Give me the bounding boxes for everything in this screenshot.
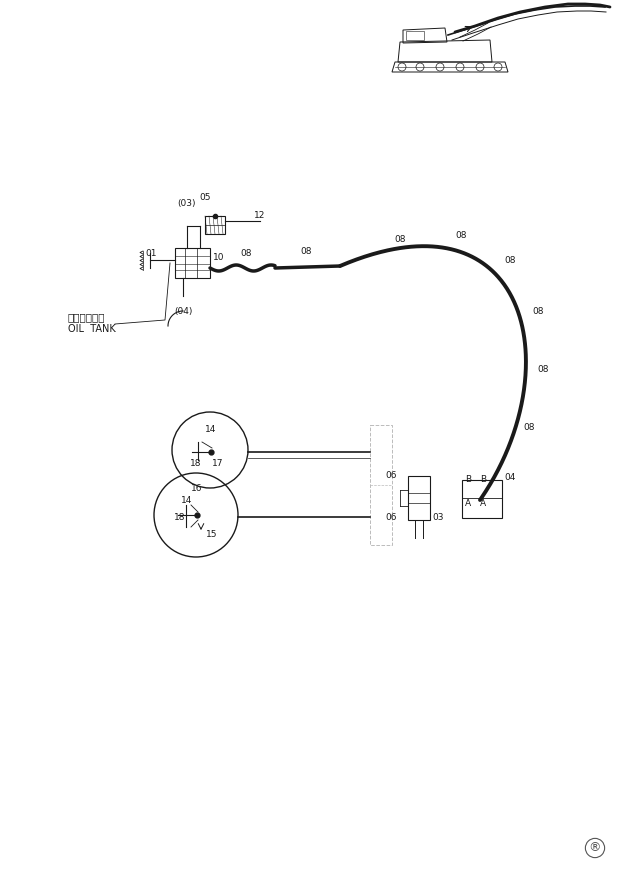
Text: 08: 08 <box>538 365 549 374</box>
Text: オイルタンク: オイルタンク <box>68 312 105 322</box>
Bar <box>370 425 392 545</box>
Text: 08: 08 <box>505 257 516 265</box>
Text: 08: 08 <box>456 230 467 240</box>
Text: 10: 10 <box>213 253 224 262</box>
Text: 06: 06 <box>385 513 397 522</box>
Text: 01: 01 <box>146 249 157 258</box>
Text: ®: ® <box>589 842 601 855</box>
Text: 14: 14 <box>181 496 192 505</box>
Text: 06: 06 <box>385 471 397 480</box>
Text: 18: 18 <box>190 459 202 468</box>
Text: 14: 14 <box>205 425 216 434</box>
Bar <box>406 31 424 40</box>
Text: A: A <box>480 499 486 508</box>
Text: 12: 12 <box>254 211 266 220</box>
Text: 08: 08 <box>300 247 311 256</box>
Text: (03): (03) <box>178 199 197 208</box>
Text: OIL  TANK: OIL TANK <box>68 324 116 334</box>
Text: B: B <box>480 475 486 484</box>
Text: 16: 16 <box>191 484 203 493</box>
Bar <box>175 248 210 278</box>
Text: 15: 15 <box>206 530 218 539</box>
Text: 04: 04 <box>504 473 515 482</box>
Bar <box>462 480 502 518</box>
Bar <box>205 216 225 234</box>
Text: 08: 08 <box>240 249 252 258</box>
Text: 03: 03 <box>432 513 443 522</box>
Text: 08: 08 <box>523 423 534 431</box>
Text: 18: 18 <box>174 513 185 522</box>
Bar <box>408 476 430 520</box>
Text: 08: 08 <box>533 307 544 316</box>
Text: B: B <box>465 475 471 484</box>
Text: A: A <box>465 499 471 508</box>
Text: 08: 08 <box>395 235 406 244</box>
Text: (04): (04) <box>174 307 192 316</box>
Text: 17: 17 <box>212 459 223 468</box>
Text: 05: 05 <box>199 193 211 202</box>
